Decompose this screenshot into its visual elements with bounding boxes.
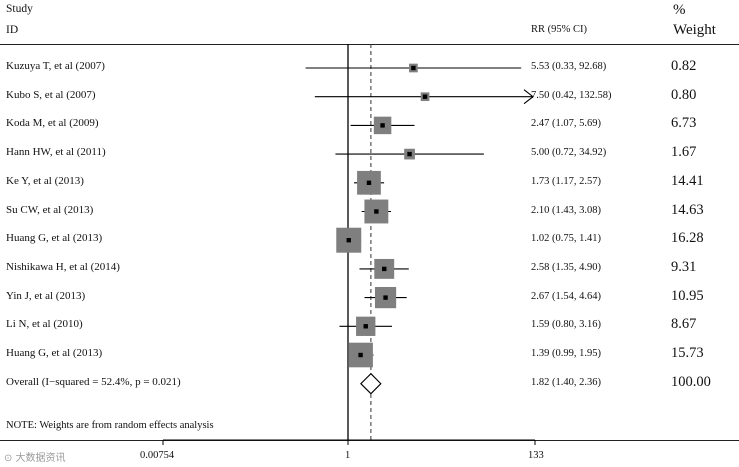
footnote: NOTE: Weights are from random effects an… — [6, 420, 214, 431]
weight-value: 6.73 — [671, 115, 697, 132]
study-label: Kubo S, et al (2007) — [6, 88, 96, 101]
tick-label-right: 133 — [528, 450, 544, 461]
weight-value: 8.67 — [671, 316, 697, 333]
point-estimate — [366, 180, 372, 185]
point-estimate — [411, 65, 416, 71]
tick-label-null: 1 — [345, 450, 351, 461]
weight-value: 15.73 — [671, 345, 704, 361]
overall-diamond — [360, 372, 382, 395]
overall-label: Overall (I−squared = 52.4%, p = 0.021) — [6, 375, 181, 388]
point-estimate — [346, 238, 351, 243]
point-estimate — [383, 295, 388, 300]
rr-ci-value: 7.50 (0.42, 132.58) — [531, 89, 612, 101]
rr-ci-value: 2.58 (1.35, 4.90) — [531, 261, 601, 273]
point-estimate — [363, 324, 368, 329]
weight-value: 10.95 — [671, 287, 704, 304]
rr-ci-value: 5.00 (0.72, 34.92) — [531, 147, 607, 159]
rr-ci-value: 2.47 (1.07, 5.69) — [531, 118, 601, 130]
weight-value: 16.28 — [671, 230, 704, 247]
header-percent: % — [673, 2, 686, 18]
weight-value: 0.80 — [671, 86, 697, 103]
rr-ci-value: 2.67 (1.54, 4.64) — [531, 290, 601, 302]
study-label: Nishikawa H, et al (2014) — [6, 260, 120, 273]
study-label: Huang G, et al (2013) — [6, 232, 103, 245]
weight-value: 14.63 — [671, 201, 704, 218]
rr-ci-value: 1.59 (0.80, 3.16) — [531, 319, 601, 331]
study-label: Ke Y, et al (2013) — [6, 174, 84, 187]
rr-ci-value: 1.02 (0.75, 1.41) — [531, 233, 601, 245]
study-label: Kuzuya T, et al (2007) — [6, 60, 105, 72]
header-study: Study — [6, 3, 33, 15]
point-estimate — [422, 94, 428, 99]
rr-ci-value: 5.53 (0.33, 92.68) — [531, 61, 607, 72]
rr-ci-value: 1.39 (0.99, 1.95) — [531, 348, 601, 359]
rr-ci-value: 1.73 (1.17, 2.57) — [531, 175, 601, 187]
watermark: ⊙ 大数据资讯 — [4, 453, 66, 464]
header-id: ID — [6, 24, 19, 36]
point-estimate — [382, 266, 387, 272]
weight-value: 14.41 — [671, 172, 704, 189]
point-estimate — [374, 209, 379, 214]
point-estimate — [407, 151, 412, 157]
study-label: Koda M, et al (2009) — [6, 117, 99, 130]
header-weight: Weight — [673, 22, 716, 38]
study-label: Yin J, et al (2013) — [6, 289, 86, 302]
weight-value: 1.67 — [671, 144, 697, 161]
tick-label-left: 0.00754 — [140, 450, 175, 461]
study-label: Li N, et al (2010) — [6, 318, 83, 331]
study-label: Su CW, et al (2013) — [6, 203, 94, 216]
rr-ci-value: 2.10 (1.43, 3.08) — [531, 204, 601, 216]
header-rr: RR (95% CI) — [531, 24, 587, 35]
study-label: Hann HW, et al (2011) — [6, 146, 106, 159]
weight-value: 9.31 — [671, 258, 697, 275]
weight-value: 0.82 — [671, 58, 697, 74]
point-estimate — [380, 123, 385, 128]
overall-rr-ci: 1.82 (1.40, 2.36) — [531, 376, 601, 388]
overall-weight: 100.00 — [671, 373, 711, 390]
study-label: Huang G, et al (2013) — [6, 347, 103, 359]
point-estimate — [358, 352, 363, 358]
ci-arrow — [523, 89, 534, 105]
